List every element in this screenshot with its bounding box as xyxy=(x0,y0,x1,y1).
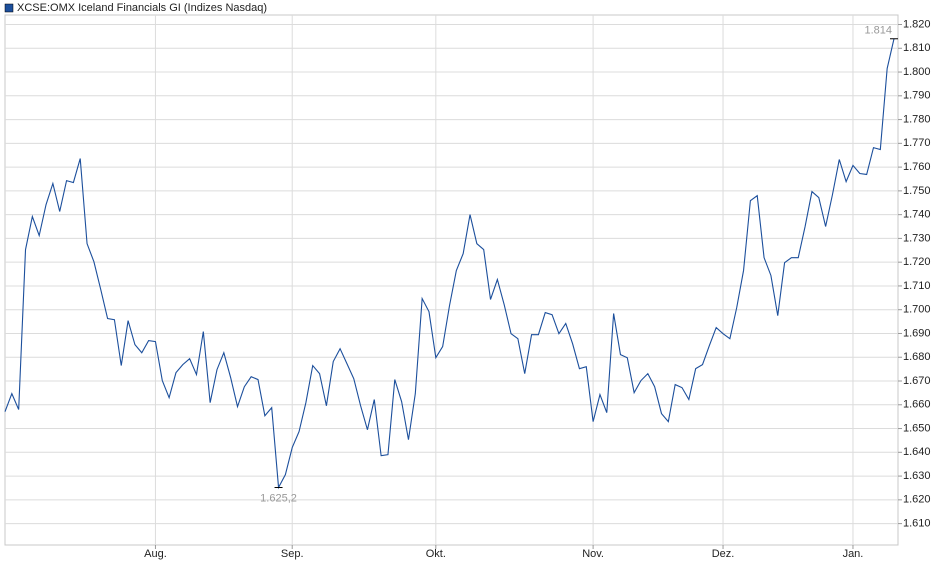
y-tick-label: 1.690 xyxy=(903,327,931,339)
y-tick-label: 1.800 xyxy=(903,66,931,78)
y-tick-label: 1.750 xyxy=(903,185,931,197)
x-tick-label: Dez. xyxy=(712,548,735,560)
y-tick-label: 1.760 xyxy=(903,161,931,173)
y-tick-label: 1.680 xyxy=(903,351,931,363)
y-tick-label: 1.780 xyxy=(903,113,931,125)
y-tick-label: 1.630 xyxy=(903,470,931,482)
y-tick-label: 1.730 xyxy=(903,232,931,244)
y-tick-label: 1.700 xyxy=(903,304,931,316)
legend-label: XCSE:OMX Iceland Financials GI (Indizes … xyxy=(17,2,267,14)
x-tick-label: Okt. xyxy=(426,548,446,560)
y-tick-label: 1.670 xyxy=(903,375,931,387)
y-tick-label: 1.640 xyxy=(903,446,931,458)
y-tick-label: 1.810 xyxy=(903,42,931,54)
price-line xyxy=(4,38,895,490)
y-tick-label: 1.740 xyxy=(903,209,931,221)
y-tick-label: 1.820 xyxy=(903,18,931,30)
plot-area xyxy=(4,14,899,546)
x-tick-label: Sep. xyxy=(281,548,304,560)
y-tick-label: 1.790 xyxy=(903,90,931,102)
y-tick-label: 1.610 xyxy=(903,518,931,530)
annotation-label: 1.625,2 xyxy=(260,492,297,504)
y-tick-label: 1.720 xyxy=(903,256,931,268)
y-tick-label: 1.770 xyxy=(903,137,931,149)
x-tick-label: Aug. xyxy=(144,548,167,560)
x-tick-label: Nov. xyxy=(582,548,604,560)
legend-swatch xyxy=(4,3,14,13)
annotation-label: 1.814 xyxy=(864,25,892,37)
x-tick-label: Jan. xyxy=(843,548,864,560)
y-tick-label: 1.620 xyxy=(903,494,931,506)
y-tick-label: 1.660 xyxy=(903,399,931,411)
y-tick-label: 1.710 xyxy=(903,280,931,292)
y-tick-label: 1.650 xyxy=(903,422,931,434)
